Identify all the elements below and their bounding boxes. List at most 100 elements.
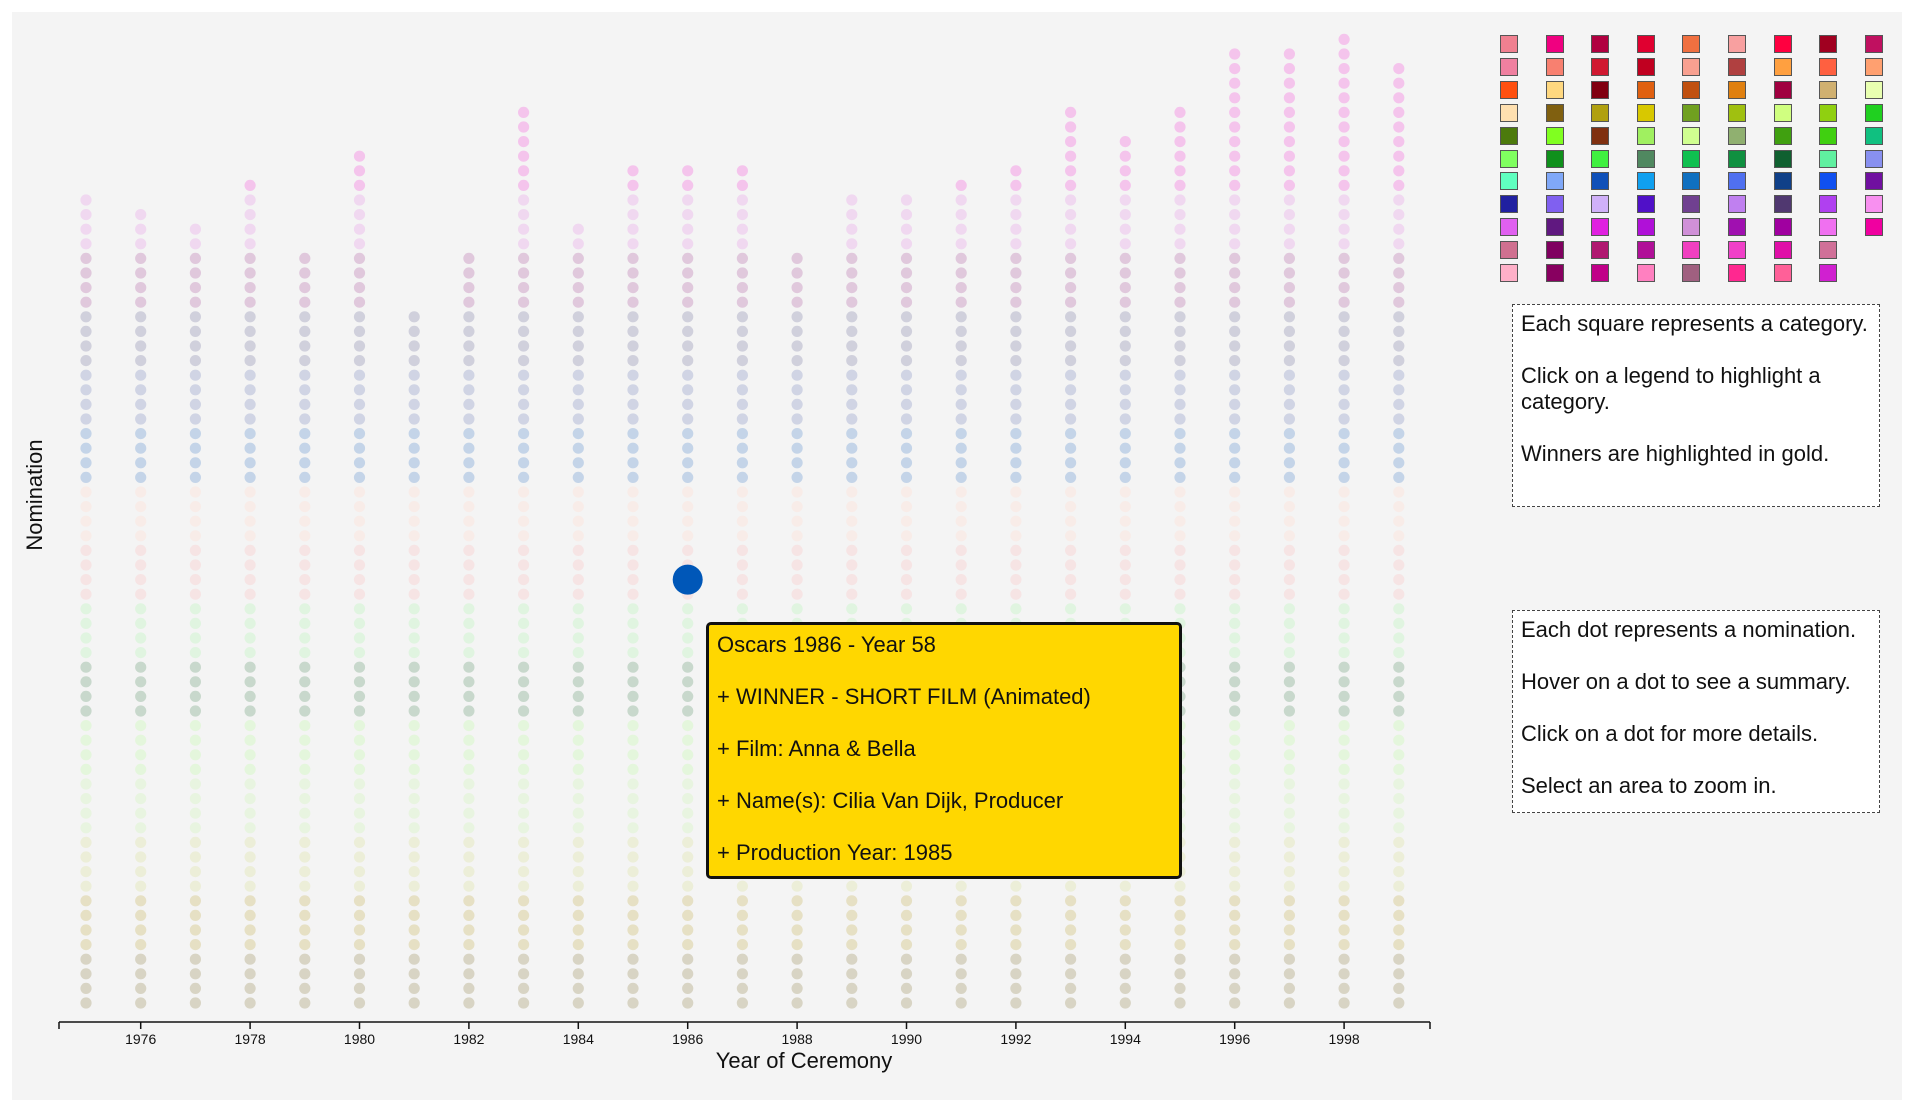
nomination-dot[interactable] xyxy=(299,428,310,439)
nomination-dot[interactable] xyxy=(573,253,584,264)
nomination-dot[interactable] xyxy=(573,340,584,351)
nomination-dot[interactable] xyxy=(354,954,365,965)
nomination-dot[interactable] xyxy=(682,443,693,454)
nomination-dot[interactable] xyxy=(956,924,967,935)
nomination-dot[interactable] xyxy=(354,545,365,556)
nomination-dot[interactable] xyxy=(1339,530,1350,541)
nomination-dot[interactable] xyxy=(354,151,365,162)
nomination-dot[interactable] xyxy=(1393,311,1404,322)
nomination-dot[interactable] xyxy=(627,647,638,658)
nomination-dot[interactable] xyxy=(299,647,310,658)
nomination-dot[interactable] xyxy=(190,778,201,789)
nomination-dot[interactable] xyxy=(299,282,310,293)
nomination-dot[interactable] xyxy=(1065,895,1076,906)
nomination-dot[interactable] xyxy=(1339,662,1350,673)
nomination-dot[interactable] xyxy=(846,486,857,497)
nomination-dot[interactable] xyxy=(463,486,474,497)
nomination-dot[interactable] xyxy=(299,355,310,366)
legend-category-square[interactable] xyxy=(1682,150,1700,168)
nomination-dot[interactable] xyxy=(792,311,803,322)
nomination-dot[interactable] xyxy=(956,399,967,410)
nomination-dot[interactable] xyxy=(1229,238,1240,249)
nomination-dot[interactable] xyxy=(463,924,474,935)
nomination-dot[interactable] xyxy=(737,238,748,249)
nomination-dot[interactable] xyxy=(846,516,857,527)
nomination-dot[interactable] xyxy=(1010,910,1021,921)
nomination-dot[interactable] xyxy=(573,413,584,424)
nomination-dot[interactable] xyxy=(1229,910,1240,921)
nomination-dot[interactable] xyxy=(80,340,91,351)
nomination-dot[interactable] xyxy=(409,735,420,746)
legend-category-square[interactable] xyxy=(1546,58,1564,76)
nomination-dot[interactable] xyxy=(1339,501,1350,512)
nomination-dot[interactable] xyxy=(80,238,91,249)
nomination-dot[interactable] xyxy=(627,443,638,454)
nomination-dot[interactable] xyxy=(1010,267,1021,278)
nomination-dot[interactable] xyxy=(792,340,803,351)
nomination-dot[interactable] xyxy=(354,384,365,395)
nomination-dot[interactable] xyxy=(792,384,803,395)
nomination-dot[interactable] xyxy=(627,997,638,1008)
legend-category-square[interactable] xyxy=(1546,81,1564,99)
nomination-dot[interactable] xyxy=(956,939,967,950)
nomination-dot[interactable] xyxy=(1229,63,1240,74)
nomination-dot[interactable] xyxy=(1393,151,1404,162)
nomination-dot[interactable] xyxy=(80,924,91,935)
nomination-dot[interactable] xyxy=(518,866,529,877)
nomination-dot[interactable] xyxy=(1393,676,1404,687)
nomination-dot[interactable] xyxy=(682,954,693,965)
nomination-dot[interactable] xyxy=(409,516,420,527)
nomination-dot[interactable] xyxy=(682,735,693,746)
nomination-dot[interactable] xyxy=(245,705,256,716)
nomination-dot[interactable] xyxy=(1339,282,1350,293)
nomination-dot[interactable] xyxy=(1229,822,1240,833)
nomination-dot[interactable] xyxy=(1339,691,1350,702)
nomination-dot[interactable] xyxy=(956,501,967,512)
nomination-dot[interactable] xyxy=(518,180,529,191)
nomination-dot[interactable] xyxy=(1010,924,1021,935)
nomination-dot[interactable] xyxy=(1393,574,1404,585)
nomination-dot[interactable] xyxy=(737,603,748,614)
nomination-dot[interactable] xyxy=(1065,954,1076,965)
nomination-dot[interactable] xyxy=(299,749,310,760)
nomination-dot[interactable] xyxy=(627,545,638,556)
nomination-dot[interactable] xyxy=(573,530,584,541)
nomination-dot[interactable] xyxy=(627,895,638,906)
nomination-dot[interactable] xyxy=(245,282,256,293)
nomination-dot[interactable] xyxy=(80,837,91,848)
nomination-dot[interactable] xyxy=(737,443,748,454)
nomination-dot[interactable] xyxy=(627,837,638,848)
nomination-dot[interactable] xyxy=(792,326,803,337)
nomination-dot[interactable] xyxy=(1284,647,1295,658)
nomination-dot[interactable] xyxy=(299,764,310,775)
nomination-dot[interactable] xyxy=(518,107,529,118)
legend-category-square[interactable] xyxy=(1682,195,1700,213)
nomination-dot[interactable] xyxy=(1174,428,1185,439)
nomination-dot[interactable] xyxy=(1284,837,1295,848)
nomination-dot[interactable] xyxy=(1339,340,1350,351)
legend-category-square[interactable] xyxy=(1865,58,1883,76)
nomination-dot[interactable] xyxy=(299,618,310,629)
nomination-dot[interactable] xyxy=(354,530,365,541)
nomination-dot[interactable] xyxy=(518,121,529,132)
nomination-dot[interactable] xyxy=(573,559,584,570)
nomination-dot[interactable] xyxy=(956,180,967,191)
legend-category-square[interactable] xyxy=(1819,81,1837,99)
nomination-dot[interactable] xyxy=(846,910,857,921)
nomination-dot[interactable] xyxy=(245,443,256,454)
nomination-dot[interactable] xyxy=(737,472,748,483)
nomination-dot[interactable] xyxy=(409,355,420,366)
nomination-dot[interactable] xyxy=(737,194,748,205)
nomination-dot[interactable] xyxy=(1229,618,1240,629)
nomination-dot[interactable] xyxy=(682,691,693,702)
nomination-dot[interactable] xyxy=(573,428,584,439)
nomination-dot[interactable] xyxy=(518,618,529,629)
nomination-dot[interactable] xyxy=(682,428,693,439)
nomination-dot[interactable] xyxy=(518,647,529,658)
nomination-dot[interactable] xyxy=(956,457,967,468)
highlighted-nomination-dot[interactable] xyxy=(673,565,703,595)
nomination-dot[interactable] xyxy=(573,720,584,731)
nomination-dot[interactable] xyxy=(682,895,693,906)
nomination-dot[interactable] xyxy=(299,311,310,322)
nomination-dot[interactable] xyxy=(80,355,91,366)
